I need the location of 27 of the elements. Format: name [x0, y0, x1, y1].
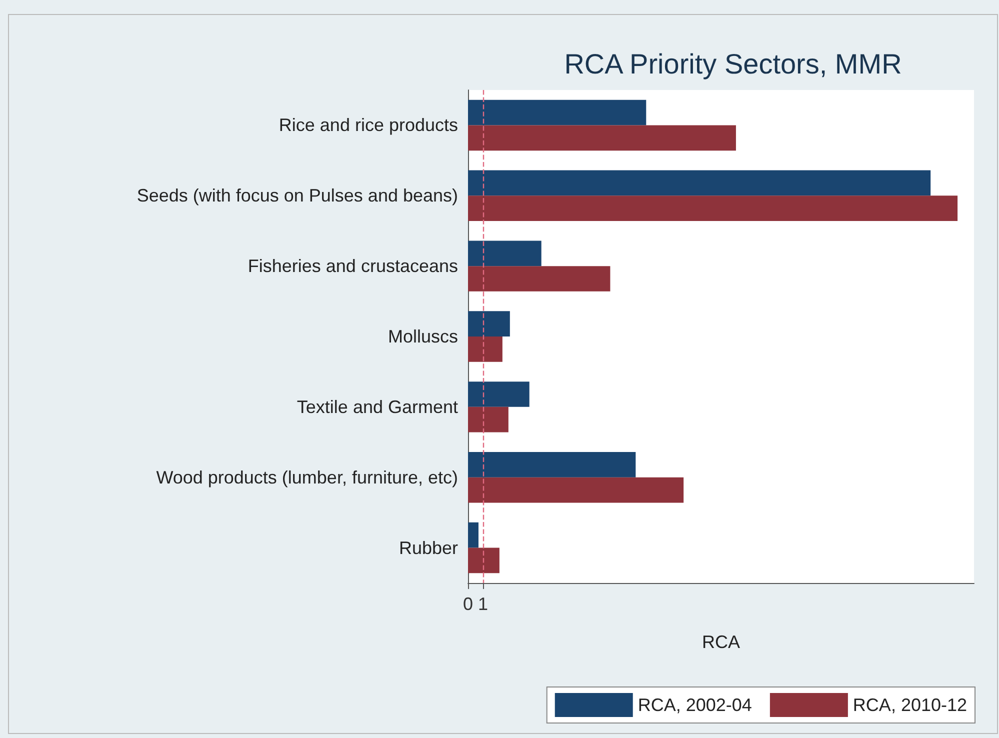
bar [468, 382, 530, 407]
bar [468, 240, 542, 266]
bar [468, 452, 636, 478]
bar [468, 100, 646, 126]
bar [468, 266, 610, 292]
y-tick-label: Textile and Garment [296, 396, 458, 417]
bar [468, 406, 508, 432]
bar [468, 170, 931, 196]
y-tick-label: Wood products (lumber, furniture, etc) [156, 467, 458, 488]
y-tick-label: Rubber [398, 538, 458, 558]
chart-title: RCA Priority Sectors, MMR [564, 48, 902, 80]
y-tick-label: Fisheries and crustaceans [248, 256, 458, 276]
bar [468, 336, 502, 362]
x-tick-label: 1 [478, 594, 488, 614]
y-tick-label: Molluscs [388, 326, 458, 346]
legend-label: RCA, 2002-04 [638, 695, 752, 715]
y-tick-label: Seeds (with focus on Pulses and beans) [136, 186, 458, 206]
bar [468, 196, 958, 221]
bar [468, 311, 510, 336]
x-axis-title: RCA [702, 632, 740, 652]
y-tick-label: Rice and rice products [278, 115, 458, 136]
bar [468, 477, 684, 503]
bar [468, 548, 500, 574]
legend-label: RCA, 2010-12 [852, 695, 968, 715]
bar [468, 522, 478, 548]
bar [468, 125, 736, 151]
x-tick-label: 0 [462, 594, 474, 614]
